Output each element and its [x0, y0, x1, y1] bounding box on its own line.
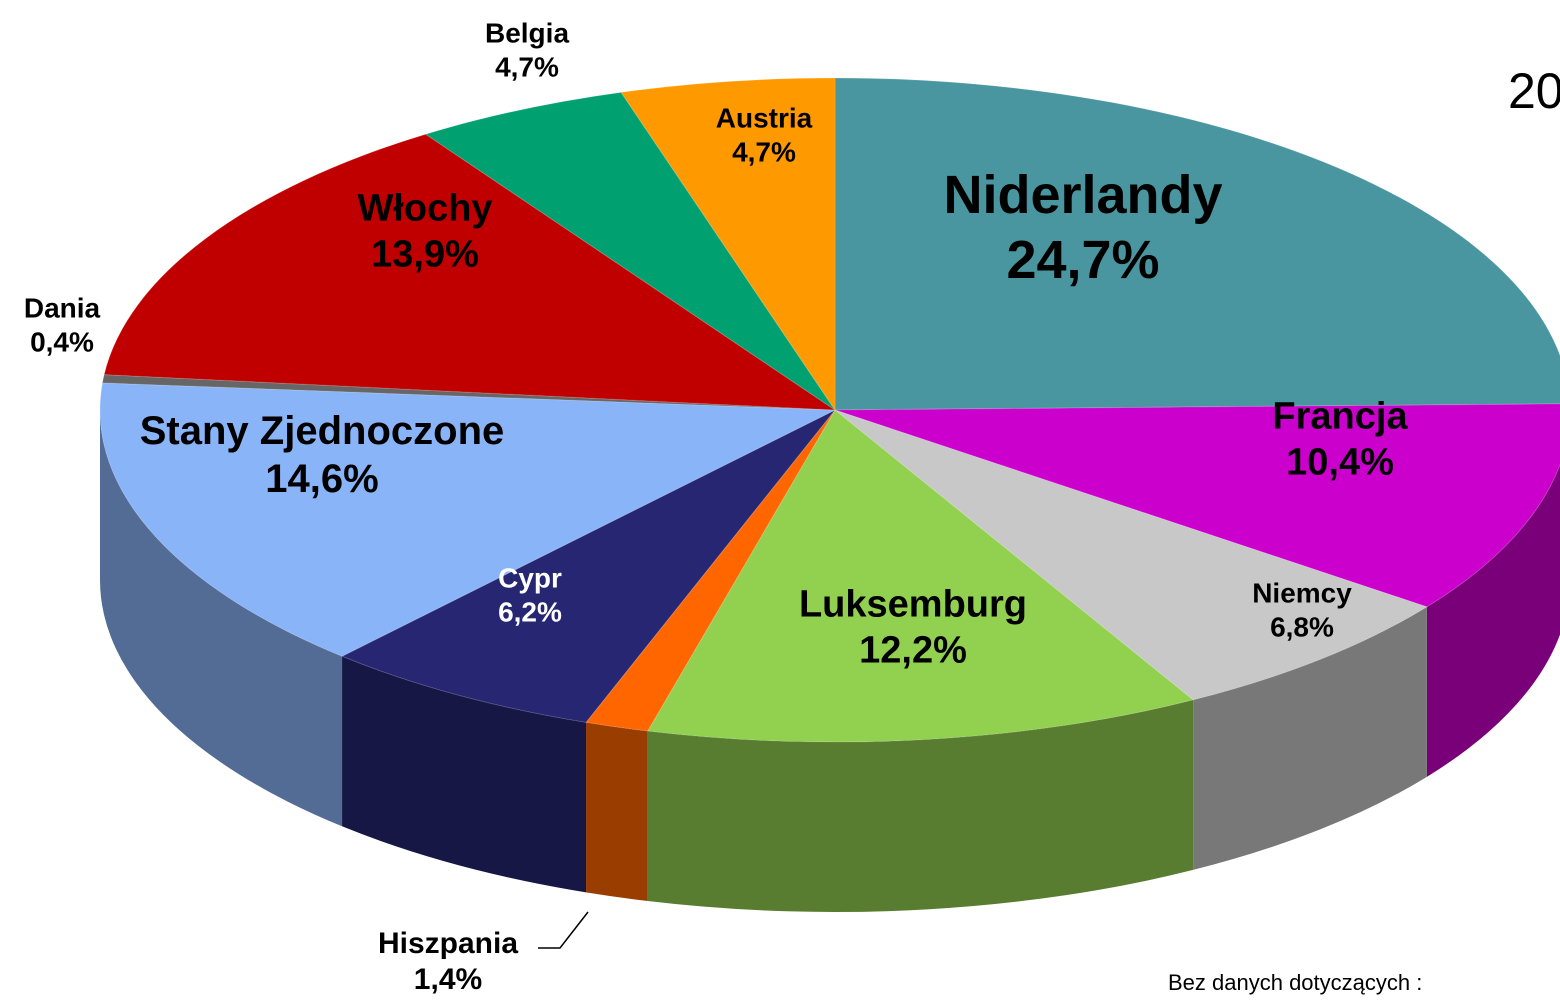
slice-side [647, 699, 1194, 913]
chart-title: 20 [1508, 63, 1560, 119]
slice [620, 77, 836, 412]
slice-side [342, 656, 587, 893]
slice-label: Cypr 6,2% [330, 561, 730, 628]
slice-label: Luksemburg 12,2% [713, 582, 1113, 673]
value-label: 24,7% [1006, 230, 1160, 290]
slice-label: Włochy 13,9% [225, 186, 625, 277]
value-label: 6,8% [1270, 611, 1334, 642]
slice-side [586, 722, 648, 902]
value-label: 12,2% [859, 629, 967, 671]
slice [99, 382, 836, 657]
slice [834, 77, 1560, 411]
slice [834, 409, 1429, 701]
category-label: Austria [715, 102, 813, 134]
value-label: 1,4% [413, 963, 483, 996]
category-label: Włochy [357, 187, 493, 230]
slice [834, 403, 1560, 608]
slice-label: Stany Zjednoczone 14,6% [132, 407, 512, 503]
value-label: 14,6% [265, 457, 379, 501]
slice-side [99, 410, 343, 827]
category-label: Luksemburg [798, 583, 1028, 626]
category-label: Stany Zjednoczone [139, 409, 505, 453]
value-label: 0,4% [30, 326, 94, 357]
leader-line [538, 911, 589, 949]
slice-label: Dania 0,4% [0, 291, 262, 358]
slice [585, 409, 836, 732]
value-label: 13,9% [371, 233, 479, 275]
slice-label: Francja 10,4% [1140, 394, 1540, 485]
value-label: 4,7% [495, 51, 559, 82]
value-label: 10,4% [1286, 441, 1394, 483]
slice [340, 409, 836, 723]
category-label: Francja [1272, 395, 1408, 438]
slice [103, 133, 837, 411]
slice-label: Hiszpania 1,4% [248, 926, 648, 998]
category-label: Niderlandy [943, 165, 1223, 226]
slice-label: Niemcy 6,8% [1102, 576, 1502, 643]
slice [646, 409, 1195, 743]
annotation: Bez danych dotyczących : [1168, 970, 1423, 995]
slice-side [1193, 606, 1427, 870]
category-label: Dania [23, 292, 101, 324]
category-label: Hiszpania [377, 927, 519, 960]
slice [101, 374, 836, 411]
slice-label: Niderlandy 24,7% [883, 163, 1283, 293]
slice-label: Belgia 4,7% [327, 16, 727, 83]
slice-label: Austria 4,7% [564, 101, 964, 168]
category-label: Cypr [498, 562, 562, 594]
slice-side [1426, 464, 1560, 777]
category-label: Belgia [484, 17, 570, 49]
value-label: 4,7% [732, 136, 796, 167]
value-label: 6,2% [498, 596, 562, 627]
slice [424, 91, 836, 411]
category-label: Niemcy [1252, 577, 1352, 609]
